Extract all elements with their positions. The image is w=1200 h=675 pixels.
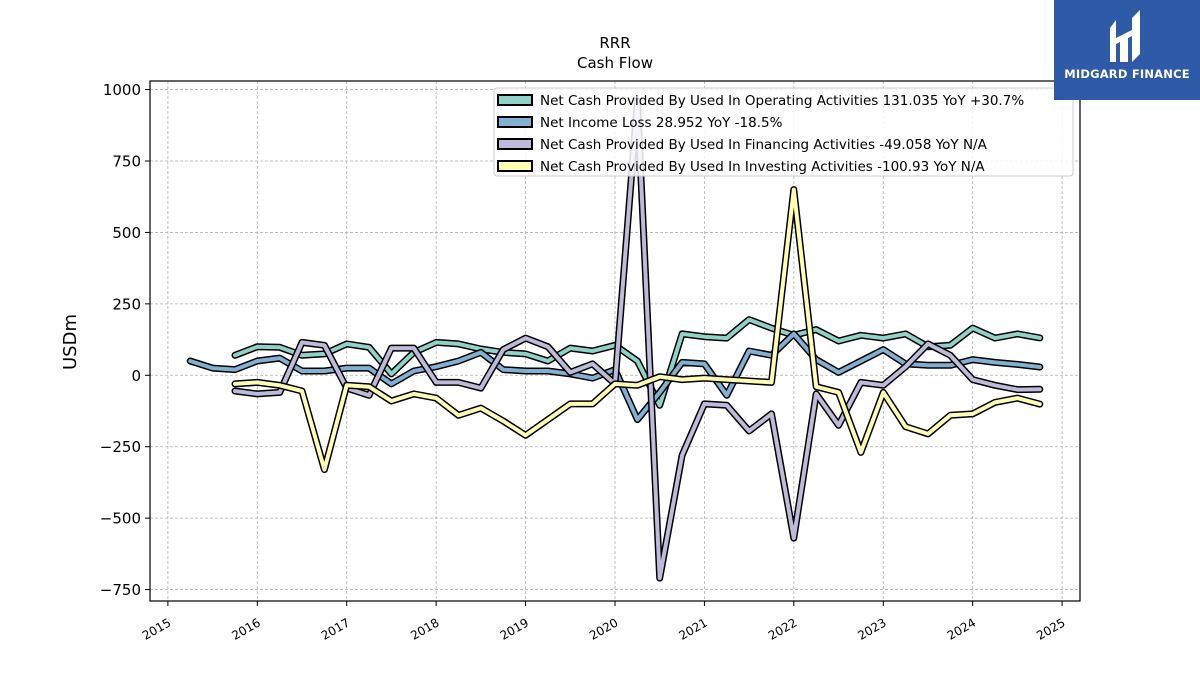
x-tick-label: 2022	[766, 615, 799, 642]
y-tick-label: 0	[131, 367, 141, 385]
x-tick-label: 2020	[587, 615, 620, 642]
series-line	[233, 187, 1042, 472]
legend-label: Net Income Loss 28.952 YoY -18.5%	[540, 115, 783, 131]
x-tick-label: 2015	[140, 615, 173, 642]
brand-logo: MIDGARD FINANCE	[1054, 0, 1200, 100]
y-tick-label: 500	[112, 224, 141, 242]
series-1	[231, 316, 1044, 409]
legend-swatch	[497, 160, 533, 172]
x-tick-label: 2017	[319, 615, 352, 642]
y-tick-label: −250	[100, 438, 141, 456]
y-axis-ticks: −750 −500 −250 0 250 500 750 1000	[100, 81, 150, 599]
x-tick-label: 2025	[1034, 615, 1067, 642]
x-tick-label: 2016	[229, 615, 262, 642]
legend-swatch	[497, 116, 533, 128]
brand-name: MIDGARD FINANCE	[1064, 67, 1190, 81]
legend-swatch	[497, 138, 533, 150]
y-tick-label: 250	[112, 295, 141, 313]
legend-label: Net Cash Provided By Used In Investing A…	[540, 159, 985, 175]
legend-item: Net Income Loss 28.952 YoY -18.5%	[497, 115, 783, 131]
series-4	[231, 186, 1044, 474]
series-line-outline	[231, 186, 1044, 474]
chart-title: RRR	[599, 34, 630, 52]
legend-swatch	[497, 94, 533, 106]
legend-label: Net Cash Provided By Used In Financing A…	[540, 137, 988, 153]
y-tick-label: 1000	[103, 81, 141, 99]
legend-box	[493, 87, 1074, 177]
logo-mark-icon	[1110, 10, 1140, 62]
legend-item: Net Cash Provided By Used In Financing A…	[497, 137, 988, 153]
x-tick-label: 2023	[855, 615, 888, 642]
x-tick-label: 2021	[676, 615, 709, 642]
chart-subtitle: Cash Flow	[577, 54, 653, 72]
legend-item: Net Cash Provided By Used In Investing A…	[497, 159, 985, 175]
series-lines	[186, 97, 1044, 582]
legend: Net Cash Provided By Used In Operating A…	[493, 87, 1074, 177]
x-tick-label: 2018	[408, 615, 441, 642]
legend-item: Net Cash Provided By Used In Operating A…	[497, 93, 1024, 109]
y-tick-label: −750	[100, 581, 141, 599]
y-tick-label: −500	[100, 510, 141, 528]
legend-label: Net Cash Provided By Used In Operating A…	[540, 93, 1024, 109]
x-tick-label: 2024	[945, 615, 978, 642]
y-tick-label: 750	[112, 153, 141, 171]
y-axis-label: USDm	[60, 314, 81, 370]
x-axis-ticks: 2015 2016 2017 2018 2019 2020 2021 2022 2023 2024…	[140, 601, 1068, 643]
series-line	[233, 317, 1042, 408]
x-tick-label: 2019	[498, 615, 531, 642]
